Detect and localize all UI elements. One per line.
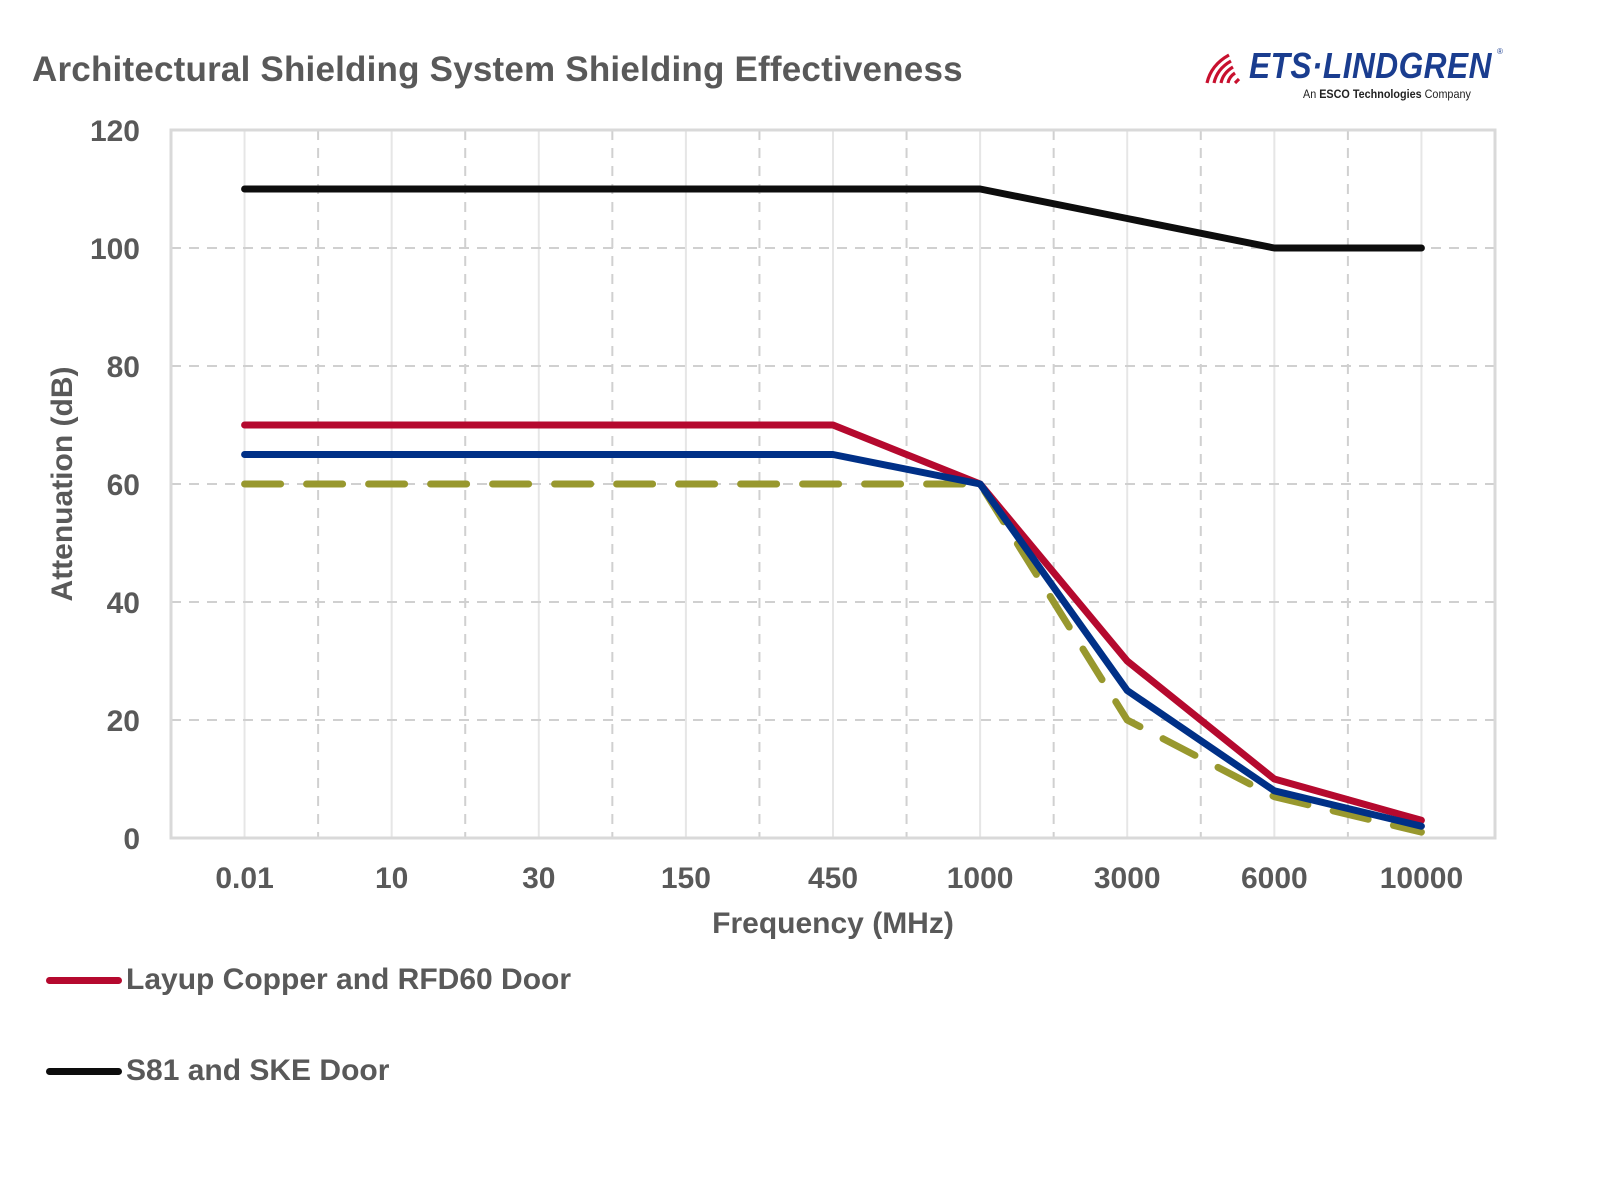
legend-label: Layup Copper and RFD60 Door <box>126 963 572 996</box>
y-tick-label: 120 <box>90 115 140 148</box>
x-tick-label: 0.01 <box>215 862 273 895</box>
logo-tagline: An ESCO Technologies Company <box>1303 87 1471 101</box>
company-logo: ETS·LINDGREN ® An ESCO Technologies Comp… <box>1205 45 1515 105</box>
series-line-series-4 <box>241 480 1425 836</box>
registered-mark: ® <box>1497 47 1503 56</box>
legend-item: S81 and SKE Door <box>46 1054 389 1088</box>
legend-swatch <box>46 1067 122 1075</box>
series-line-s81-and-ske-door <box>241 185 1425 252</box>
y-tick-label: 20 <box>107 705 140 738</box>
x-tick-label: 1000 <box>947 862 1014 895</box>
logo-wordmark: ETS·LINDGREN <box>1249 45 1492 86</box>
grid-lines <box>171 130 1495 838</box>
x-axis-ticks: 0.01 10 30 150 450 1000 3000 6000 10000 <box>215 862 1463 895</box>
legend-item: Layup Copper and RFD60 Door <box>46 963 571 997</box>
legend-label: S81 and SKE Door <box>126 1054 390 1087</box>
x-tick-label: 450 <box>808 862 858 895</box>
x-tick-label: 30 <box>522 862 555 895</box>
x-tick-label: 6000 <box>1241 862 1308 895</box>
plot-area-border <box>169 128 1497 840</box>
x-tick-label: 10 <box>375 862 408 895</box>
legend-swatch <box>46 976 122 984</box>
x-tick-label: 150 <box>661 862 711 895</box>
y-tick-label: 80 <box>107 351 140 384</box>
y-tick-label: 60 <box>107 469 140 502</box>
series-line-layup-copper-and-rfd60-door <box>241 421 1425 824</box>
x-tick-label: 10000 <box>1380 862 1463 895</box>
y-axis-label: Attenuation (dB) <box>46 367 79 602</box>
y-tick-label: 40 <box>107 587 140 620</box>
series-line-series-3 <box>241 451 1425 830</box>
y-tick-label: 100 <box>90 233 140 266</box>
x-axis-label: Frequency (MHz) <box>712 907 954 940</box>
chart-title: Architectural Shielding System Shielding… <box>32 50 963 89</box>
y-axis-ticks: 0 20 40 60 80 100 120 <box>90 115 140 856</box>
x-tick-label: 3000 <box>1094 862 1161 895</box>
y-tick-label: 0 <box>123 823 140 856</box>
series-lines <box>241 185 1425 836</box>
radio-waves-icon <box>1205 53 1241 85</box>
